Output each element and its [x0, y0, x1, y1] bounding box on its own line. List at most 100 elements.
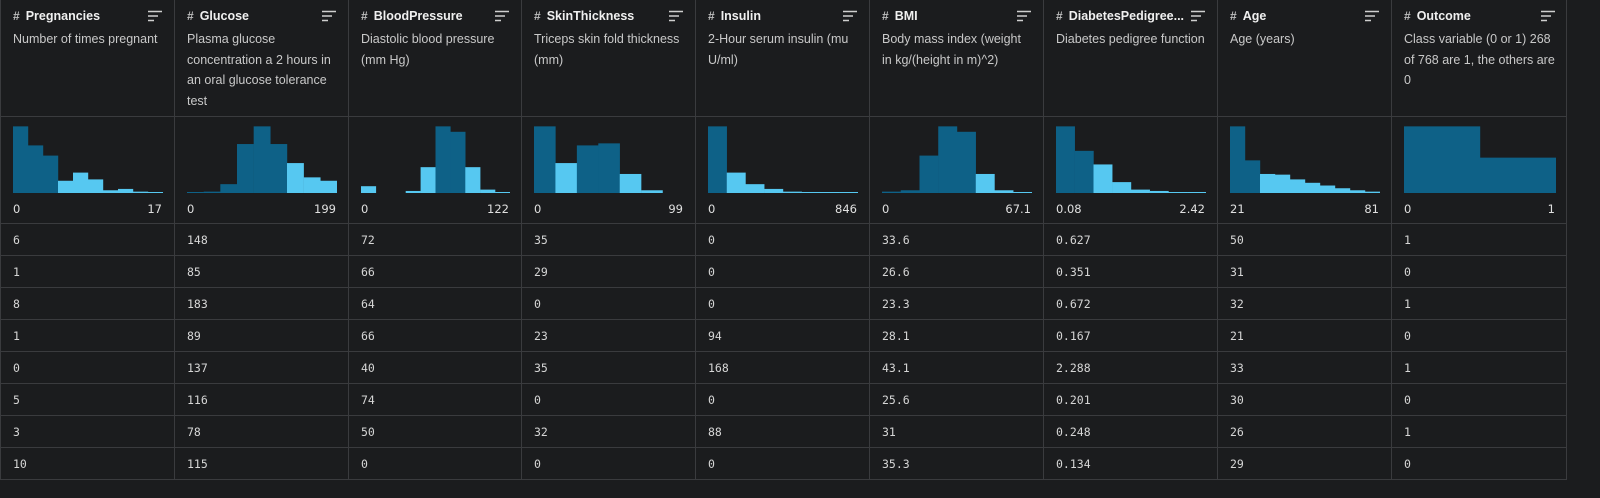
table-cell[interactable]: 1	[1391, 224, 1567, 256]
histogram-chart[interactable]	[882, 125, 1032, 193]
table-cell[interactable]: 0.672	[1043, 288, 1217, 320]
column-name[interactable]: SkinThickness	[546, 9, 635, 23]
table-cell[interactable]: 0	[1391, 448, 1567, 480]
sort-icon[interactable]	[669, 10, 683, 22]
sort-icon[interactable]	[1365, 10, 1379, 22]
table-cell[interactable]: 74	[348, 384, 521, 416]
table-cell[interactable]: 0	[521, 288, 695, 320]
column-name[interactable]: DiabetesPedigree...	[1068, 9, 1185, 23]
table-cell[interactable]: 0.248	[1043, 416, 1217, 448]
table-cell[interactable]: 0.134	[1043, 448, 1217, 480]
column-header-6[interactable]: # DiabetesPedigree... Diabetes pedigree fu…	[1043, 0, 1217, 117]
table-cell[interactable]: 6	[0, 224, 174, 256]
table-cell[interactable]: 35.3	[869, 448, 1043, 480]
table-cell[interactable]: 32	[1217, 288, 1391, 320]
column-header-3[interactable]: # SkinThickness Triceps skin fold thicknes…	[521, 0, 695, 117]
table-cell[interactable]: 5	[0, 384, 174, 416]
table-cell[interactable]: 89	[174, 320, 348, 352]
histogram-chart[interactable]	[534, 125, 684, 193]
table-cell[interactable]: 0	[695, 288, 869, 320]
table-cell[interactable]: 29	[1217, 448, 1391, 480]
column-name[interactable]: Age	[1242, 9, 1267, 23]
column-name[interactable]: BMI	[894, 9, 918, 23]
table-cell[interactable]: 21	[1217, 320, 1391, 352]
table-cell[interactable]: 31	[1217, 256, 1391, 288]
sort-icon[interactable]	[148, 10, 162, 22]
table-cell[interactable]: 35	[521, 224, 695, 256]
column-header-5[interactable]: # BMI Body mass index (weight in kg/(heigh…	[869, 0, 1043, 117]
table-cell[interactable]: 148	[174, 224, 348, 256]
column-name[interactable]: Outcome	[1416, 9, 1471, 23]
table-cell[interactable]: 88	[695, 416, 869, 448]
column-header-4[interactable]: # Insulin 2-Hour serum insulin (mu U/ml)	[695, 0, 869, 117]
table-cell[interactable]: 26	[1217, 416, 1391, 448]
table-cell[interactable]: 29	[521, 256, 695, 288]
table-cell[interactable]: 26.6	[869, 256, 1043, 288]
sort-icon[interactable]	[495, 10, 509, 22]
column-name[interactable]: Insulin	[720, 9, 761, 23]
table-cell[interactable]: 33.6	[869, 224, 1043, 256]
table-cell[interactable]: 72	[348, 224, 521, 256]
table-cell[interactable]: 0.167	[1043, 320, 1217, 352]
table-cell[interactable]: 25.6	[869, 384, 1043, 416]
table-cell[interactable]: 0	[695, 448, 869, 480]
table-cell[interactable]: 31	[869, 416, 1043, 448]
table-cell[interactable]: 0	[0, 352, 174, 384]
column-name[interactable]: BloodPressure	[373, 9, 463, 23]
table-cell[interactable]: 43.1	[869, 352, 1043, 384]
table-cell[interactable]: 0	[695, 256, 869, 288]
table-cell[interactable]: 8	[0, 288, 174, 320]
sort-icon[interactable]	[1017, 10, 1031, 22]
table-cell[interactable]: 0.627	[1043, 224, 1217, 256]
table-cell[interactable]: 1	[0, 256, 174, 288]
table-cell[interactable]: 0	[1391, 320, 1567, 352]
table-cell[interactable]: 66	[348, 320, 521, 352]
table-cell[interactable]: 1	[1391, 352, 1567, 384]
table-cell[interactable]: 50	[348, 416, 521, 448]
table-cell[interactable]: 94	[695, 320, 869, 352]
table-cell[interactable]: 0	[695, 224, 869, 256]
table-cell[interactable]: 23	[521, 320, 695, 352]
table-cell[interactable]: 66	[348, 256, 521, 288]
table-cell[interactable]: 168	[695, 352, 869, 384]
table-cell[interactable]: 10	[0, 448, 174, 480]
table-cell[interactable]: 0.351	[1043, 256, 1217, 288]
table-cell[interactable]: 40	[348, 352, 521, 384]
histogram-chart[interactable]	[1404, 125, 1556, 193]
histogram-chart[interactable]	[1056, 125, 1206, 193]
table-cell[interactable]: 30	[1217, 384, 1391, 416]
table-cell[interactable]: 0	[1391, 256, 1567, 288]
histogram-chart[interactable]	[1230, 125, 1380, 193]
table-cell[interactable]: 50	[1217, 224, 1391, 256]
histogram-chart[interactable]	[361, 125, 510, 193]
table-cell[interactable]: 0.201	[1043, 384, 1217, 416]
table-cell[interactable]: 2.288	[1043, 352, 1217, 384]
histogram-chart[interactable]	[13, 125, 163, 193]
table-cell[interactable]: 1	[1391, 288, 1567, 320]
table-cell[interactable]: 1	[1391, 416, 1567, 448]
table-cell[interactable]: 137	[174, 352, 348, 384]
table-cell[interactable]: 35	[521, 352, 695, 384]
column-name[interactable]: Pregnancies	[25, 9, 101, 23]
sort-icon[interactable]	[1191, 10, 1205, 22]
table-cell[interactable]: 115	[174, 448, 348, 480]
table-cell[interactable]: 0	[695, 384, 869, 416]
table-cell[interactable]: 28.1	[869, 320, 1043, 352]
table-cell[interactable]: 116	[174, 384, 348, 416]
table-cell[interactable]: 23.3	[869, 288, 1043, 320]
histogram-chart[interactable]	[187, 125, 337, 193]
table-cell[interactable]: 0	[521, 384, 695, 416]
sort-icon[interactable]	[843, 10, 857, 22]
column-header-1[interactable]: # Glucose Plasma glucose concentration a 2…	[174, 0, 348, 117]
histogram-chart[interactable]	[708, 125, 858, 193]
table-cell[interactable]: 32	[521, 416, 695, 448]
column-header-8[interactable]: # Outcome Class variable (0 or 1) 268 of 7…	[1391, 0, 1567, 117]
table-cell[interactable]: 183	[174, 288, 348, 320]
table-cell[interactable]: 3	[0, 416, 174, 448]
table-cell[interactable]: 0	[348, 448, 521, 480]
column-header-2[interactable]: # BloodPressure Diastolic blood pressure (…	[348, 0, 521, 117]
table-cell[interactable]: 33	[1217, 352, 1391, 384]
table-cell[interactable]: 64	[348, 288, 521, 320]
table-cell[interactable]: 0	[1391, 384, 1567, 416]
table-cell[interactable]: 0	[521, 448, 695, 480]
